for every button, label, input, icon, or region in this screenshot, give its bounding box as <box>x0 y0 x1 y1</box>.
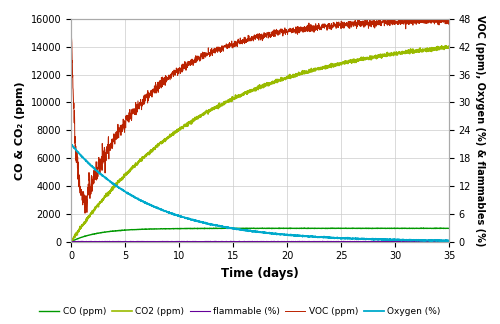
flammable (%) <box>88 240 94 244</box>
CO (ppm) <box>252 226 258 230</box>
CO2 (ppm) <box>68 240 74 244</box>
flammable (%) <box>366 240 372 244</box>
flammable (%) <box>252 239 258 243</box>
CO2 (ppm) <box>88 212 94 216</box>
flammable (%) <box>435 239 441 243</box>
CO2 (ppm) <box>242 90 248 94</box>
Y-axis label: CO & CO₂ (ppm): CO & CO₂ (ppm) <box>15 81 25 179</box>
flammable (%) <box>68 240 74 244</box>
CO (ppm) <box>446 226 452 230</box>
Line: Oxygen (%): Oxygen (%) <box>71 145 449 241</box>
VOC (ppm) <box>242 35 248 39</box>
Oxygen (%) <box>242 228 248 232</box>
flammable (%) <box>242 239 248 243</box>
CO2 (ppm) <box>443 44 449 48</box>
CO2 (ppm) <box>446 46 452 50</box>
VOC (ppm) <box>366 23 372 27</box>
CO (ppm) <box>242 226 248 230</box>
VOC (ppm) <box>68 17 74 21</box>
VOC (ppm) <box>88 192 94 196</box>
Oxygen (%) <box>446 239 452 243</box>
CO2 (ppm) <box>252 88 258 92</box>
VOC (ppm) <box>435 17 441 21</box>
VOC (ppm) <box>446 17 452 21</box>
Oxygen (%) <box>252 229 258 233</box>
CO (ppm) <box>435 226 441 230</box>
Line: flammable (%): flammable (%) <box>71 241 449 242</box>
Line: CO (ppm): CO (ppm) <box>71 228 449 241</box>
Oxygen (%) <box>68 143 74 146</box>
Oxygen (%) <box>435 238 441 242</box>
VOC (ppm) <box>376 17 382 21</box>
Oxygen (%) <box>435 238 441 242</box>
CO (ppm) <box>435 226 441 230</box>
flammable (%) <box>236 239 242 243</box>
VOC (ppm) <box>82 211 88 215</box>
CO (ppm) <box>374 226 380 230</box>
Oxygen (%) <box>438 239 444 243</box>
Line: CO2 (ppm): CO2 (ppm) <box>71 46 449 242</box>
VOC (ppm) <box>436 17 442 21</box>
VOC (ppm) <box>252 33 258 37</box>
CO (ppm) <box>366 226 372 230</box>
X-axis label: Time (days): Time (days) <box>221 267 299 280</box>
CO (ppm) <box>88 233 94 237</box>
flammable (%) <box>435 240 441 244</box>
CO2 (ppm) <box>435 46 441 50</box>
Legend: CO (ppm), CO2 (ppm), flammable (%), VOC (ppm), Oxygen (%): CO (ppm), CO2 (ppm), flammable (%), VOC … <box>36 303 444 319</box>
CO (ppm) <box>68 239 74 243</box>
Oxygen (%) <box>366 237 372 241</box>
Y-axis label: VOC (ppm), Oxygen (%) & flammables (%): VOC (ppm), Oxygen (%) & flammables (%) <box>475 15 485 246</box>
CO2 (ppm) <box>435 48 441 52</box>
flammable (%) <box>446 239 452 243</box>
Line: VOC (ppm): VOC (ppm) <box>71 19 449 213</box>
Oxygen (%) <box>88 163 94 167</box>
CO2 (ppm) <box>366 57 372 61</box>
